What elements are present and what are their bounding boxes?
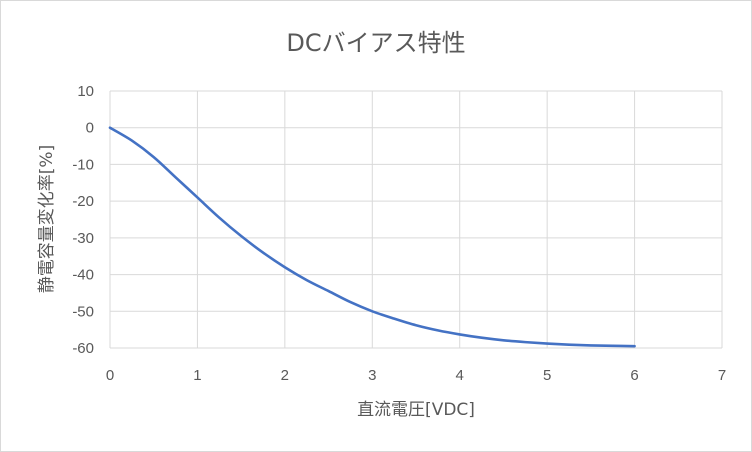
y-tick-label: -50 xyxy=(72,303,94,320)
y-tick-labels: 10 0 -10 -20 -30 -40 -50 -60 xyxy=(72,83,94,357)
chart-title: DCバイアス特性 xyxy=(286,29,465,57)
x-tick-label: 7 xyxy=(718,367,726,384)
x-tick-label: 6 xyxy=(630,367,638,384)
y-tick-label: -40 xyxy=(72,267,94,284)
y-axis-label: 静電容量変化率[%] xyxy=(37,145,57,293)
y-tick-label: 10 xyxy=(77,83,94,100)
series-line xyxy=(108,126,636,348)
y-tick-label: -30 xyxy=(72,230,94,247)
x-tick-label: 1 xyxy=(193,367,201,384)
x-tick-label: 2 xyxy=(281,367,289,384)
y-tick-label: -10 xyxy=(72,156,94,173)
y-tick-label: 0 xyxy=(86,120,94,137)
series-layer xyxy=(108,126,636,348)
x-axis-label: 直流電圧[VDC] xyxy=(357,400,475,420)
x-tick-labels: 0 1 2 3 4 5 6 7 xyxy=(106,367,726,384)
x-tick-label: 0 xyxy=(106,367,114,384)
x-tick-label: 4 xyxy=(456,367,464,384)
gridlines xyxy=(109,90,723,349)
x-tick-label: 5 xyxy=(543,367,551,384)
y-tick-label: -20 xyxy=(72,193,94,210)
y-tick-label: -60 xyxy=(72,340,94,357)
x-tick-label: 3 xyxy=(368,367,376,384)
